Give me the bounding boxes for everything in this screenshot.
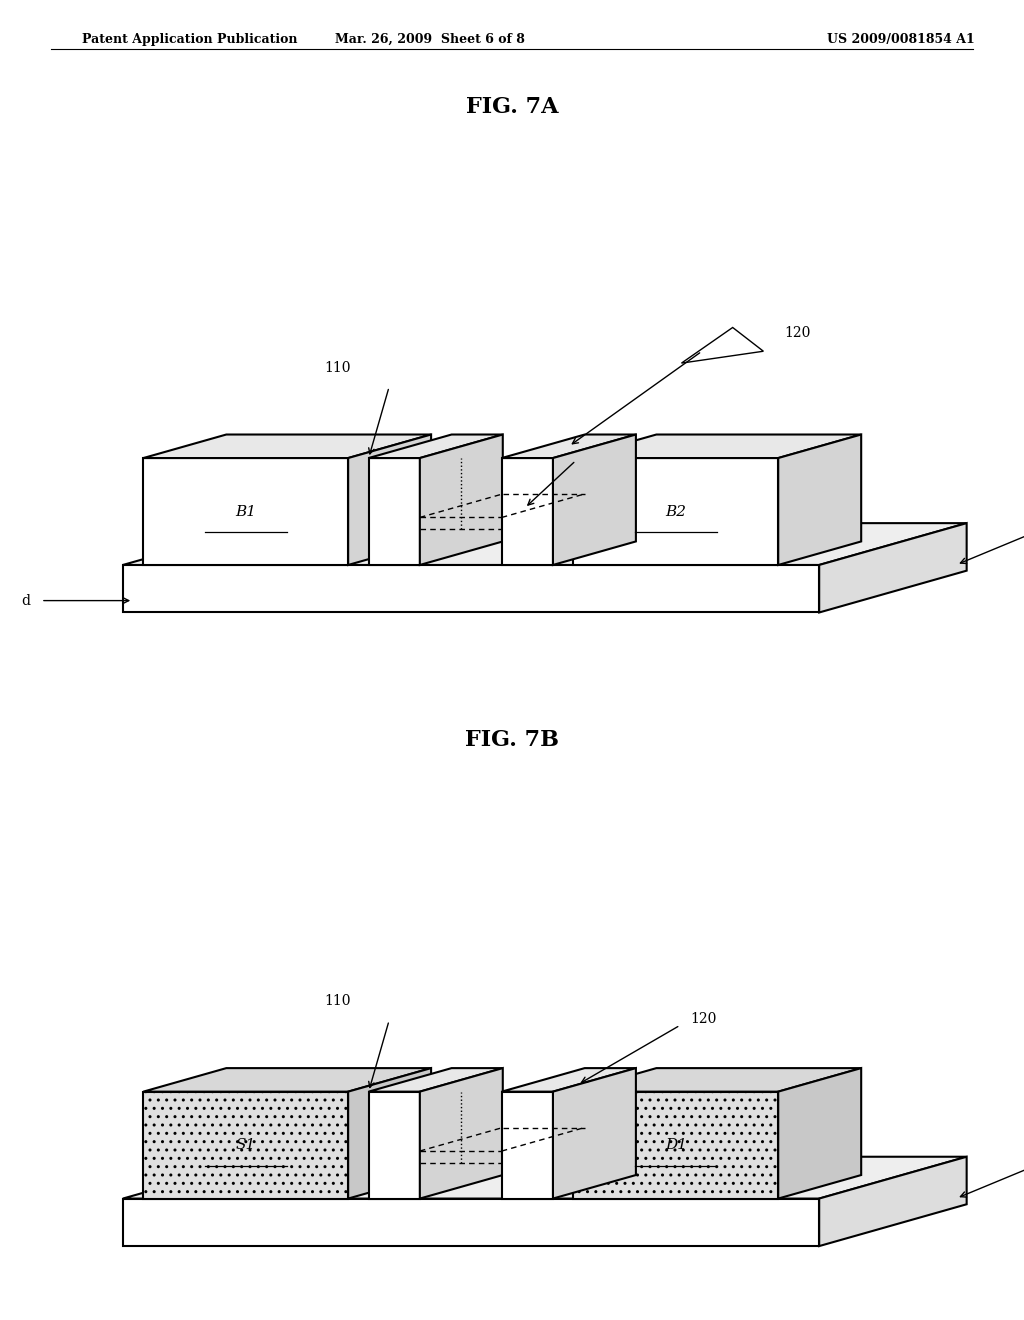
Text: d: d <box>22 594 31 607</box>
Polygon shape <box>369 1068 503 1092</box>
Text: FIG. 7A: FIG. 7A <box>466 95 558 117</box>
Text: N1: N1 <box>466 438 487 451</box>
Text: D1: D1 <box>665 1138 687 1152</box>
Polygon shape <box>123 565 819 612</box>
Polygon shape <box>553 1068 636 1199</box>
Text: 120: 120 <box>784 326 810 341</box>
Polygon shape <box>143 434 431 458</box>
Text: 110: 110 <box>325 360 351 375</box>
Polygon shape <box>123 1199 819 1246</box>
Polygon shape <box>682 327 763 363</box>
Text: d': d' <box>575 441 589 454</box>
Text: FIG. 7B: FIG. 7B <box>465 729 559 751</box>
Text: 120: 120 <box>690 1012 717 1026</box>
Text: US 2009/0081854 A1: US 2009/0081854 A1 <box>827 33 975 46</box>
Polygon shape <box>348 434 431 565</box>
Polygon shape <box>348 1068 431 1199</box>
Text: 110: 110 <box>325 994 351 1008</box>
Polygon shape <box>502 1068 636 1092</box>
Polygon shape <box>778 1068 861 1199</box>
Polygon shape <box>143 458 348 565</box>
Polygon shape <box>573 458 778 565</box>
Polygon shape <box>369 434 503 458</box>
Polygon shape <box>123 523 967 565</box>
Polygon shape <box>143 1092 348 1199</box>
Polygon shape <box>143 1068 431 1092</box>
Polygon shape <box>123 1156 967 1199</box>
Text: Mar. 26, 2009  Sheet 6 of 8: Mar. 26, 2009 Sheet 6 of 8 <box>335 33 525 46</box>
Polygon shape <box>573 1092 778 1199</box>
Text: S1: S1 <box>236 1138 256 1152</box>
Text: B1: B1 <box>236 504 256 519</box>
Polygon shape <box>778 434 861 565</box>
Polygon shape <box>573 434 861 458</box>
Polygon shape <box>819 1156 967 1246</box>
Polygon shape <box>420 1068 503 1199</box>
Polygon shape <box>819 523 967 612</box>
Polygon shape <box>502 1092 553 1199</box>
Polygon shape <box>369 1092 420 1199</box>
Polygon shape <box>420 434 503 565</box>
Polygon shape <box>369 458 420 565</box>
Polygon shape <box>573 1068 861 1092</box>
Polygon shape <box>502 434 636 458</box>
Polygon shape <box>553 434 636 565</box>
Polygon shape <box>502 458 553 565</box>
Text: N1: N1 <box>466 1072 487 1085</box>
Text: B2: B2 <box>666 504 686 519</box>
Text: Patent Application Publication: Patent Application Publication <box>82 33 297 46</box>
